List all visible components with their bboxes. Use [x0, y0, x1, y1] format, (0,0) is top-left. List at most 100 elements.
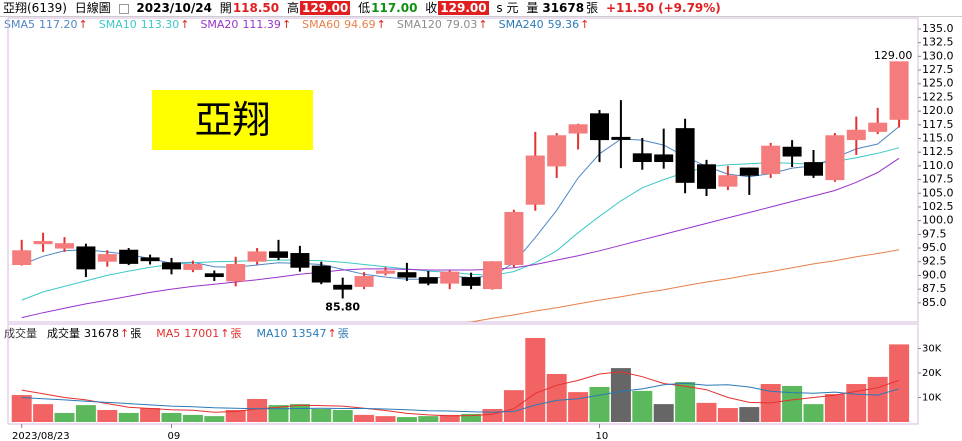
legend-value: 117.20	[39, 18, 78, 31]
legend-item: SMA240 59.36↑	[499, 18, 591, 31]
volume-bar	[75, 405, 96, 422]
legend-name: MA5	[156, 327, 181, 340]
y-tick-label: 110.0	[922, 159, 954, 172]
legend-arrow: ↑	[281, 18, 292, 31]
volume-bar	[846, 384, 867, 422]
volume-bar	[760, 384, 781, 422]
volume-bar	[717, 408, 738, 422]
legend-item: SMA20 111.39↑	[200, 18, 292, 31]
legend-value: 17001	[184, 327, 220, 340]
candle-body	[568, 124, 588, 134]
candle-body	[76, 246, 96, 270]
volume-bar	[525, 337, 546, 422]
candle-body	[697, 164, 716, 189]
plot-frame	[7, 17, 919, 323]
inset-label: 亞翔	[152, 90, 313, 150]
volume-bar	[675, 382, 696, 422]
volume-bar	[610, 368, 631, 422]
volume-bar	[653, 404, 674, 422]
label: 高	[286, 1, 299, 15]
volume-bar	[739, 407, 760, 422]
candle-body	[162, 262, 181, 270]
x-tick-label: 2023/08/23	[12, 431, 70, 441]
y-tick-label: 97.5	[922, 227, 947, 240]
volume-bar	[589, 386, 610, 422]
x-tick-label: 09	[168, 431, 181, 441]
legend-name: SMA120	[396, 18, 442, 31]
legend-name: MA10	[256, 327, 288, 340]
label: 開	[219, 1, 232, 15]
legend-item: MA5 17001↑張	[156, 327, 242, 340]
y-tick-label: 105.0	[922, 186, 954, 199]
volume-bar	[461, 413, 482, 422]
candle-body	[226, 263, 246, 282]
close: 129.00	[438, 1, 489, 15]
legend-name: SMA10	[98, 18, 137, 31]
candle-body	[461, 277, 481, 286]
legend-arrow: ↑	[580, 18, 590, 31]
volume-bar	[482, 409, 503, 422]
candle-body	[247, 251, 267, 262]
ma-line	[21, 371, 900, 417]
legend-value: 94.69	[344, 18, 376, 31]
label: 量	[526, 1, 539, 15]
y-tick-label: 92.5	[922, 255, 947, 268]
volume-bar	[867, 376, 888, 422]
volume-bar	[161, 412, 182, 422]
y-tick-label: 85.0	[922, 296, 947, 309]
y-tick-label: 130.0	[922, 49, 954, 62]
candle-body	[804, 162, 823, 176]
legend-arrow: ↑	[120, 327, 130, 340]
volume-bar	[247, 398, 268, 422]
icon[interactable]	[118, 3, 129, 14]
candle-body	[611, 136, 631, 140]
y-tick-label: 90.0	[922, 268, 947, 281]
legend-arrow: ↑	[327, 327, 337, 340]
high: 129.00	[299, 1, 351, 15]
candle-body	[183, 263, 203, 270]
candle-body	[525, 155, 545, 205]
candle-body	[739, 167, 759, 176]
legend-value: 111.39	[242, 18, 281, 31]
legend-item: SMA120 79.03↑	[397, 18, 489, 31]
volume-bar	[11, 395, 32, 422]
volume-bar	[418, 416, 439, 422]
candle-body	[675, 128, 695, 183]
volume-bar	[632, 390, 653, 422]
candle-body	[333, 284, 353, 290]
volume-bar	[97, 409, 118, 422]
candle-body	[782, 146, 802, 157]
volume-bar	[225, 409, 246, 422]
legend-unit: 張	[130, 327, 142, 340]
y-tick-label: 87.5	[922, 282, 947, 295]
legend-name: SMA60	[302, 18, 341, 31]
volume-bar	[33, 404, 54, 422]
legend-name: SMA20	[200, 18, 239, 31]
y-tick-label: 132.5	[922, 36, 954, 49]
max-label: 129.00	[874, 49, 913, 62]
candle-body	[397, 272, 417, 278]
unit: 張	[586, 1, 599, 15]
open: 118.50	[232, 1, 280, 15]
main-plot	[12, 61, 909, 322]
candle-body	[761, 145, 781, 175]
change: +11.50 (+9.79%)	[605, 1, 721, 15]
volume-bar	[375, 416, 396, 422]
volume-bar	[568, 392, 589, 422]
candle-body	[140, 257, 160, 262]
candle-body	[825, 135, 845, 181]
y-tick-label: 20K	[922, 368, 942, 379]
date: 2023/10/24	[136, 1, 212, 15]
volume-bar	[439, 414, 460, 422]
candle-body	[97, 254, 117, 262]
candle-body	[547, 135, 567, 167]
volume-bar	[140, 408, 161, 422]
candle-body	[654, 154, 674, 163]
legend-item: SMA5 117.20↑	[4, 18, 89, 31]
legend-name: SMA5	[4, 18, 35, 31]
label: 收	[425, 1, 438, 15]
candle-body	[440, 271, 460, 284]
candle-body	[718, 175, 738, 187]
